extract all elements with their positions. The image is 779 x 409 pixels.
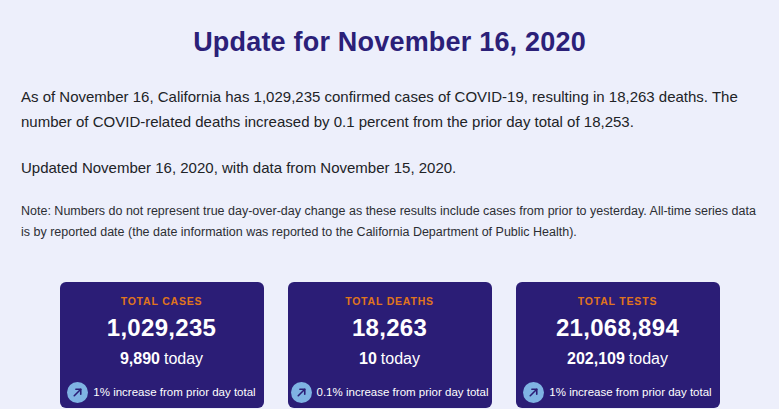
stat-card-trend: 0.1% increase from prior day total: [292, 382, 488, 403]
stat-card-trend: 1% increase from prior day total: [64, 382, 260, 403]
today-value: 202,109: [567, 350, 625, 367]
arrow-up-right-icon: [67, 382, 88, 403]
trend-text: 1% increase from prior day total: [93, 382, 255, 403]
today-value: 9,890: [120, 350, 160, 367]
arrow-up-right-icon: [291, 382, 312, 403]
stat-card-today: 10today: [292, 349, 488, 369]
stat-card-label: TOTAL TESTS: [520, 295, 716, 307]
summary-section: As of November 16, California has 1,029,…: [21, 84, 758, 243]
stat-cards-row: TOTAL CASES 1,029,235 9,890today 1% incr…: [0, 282, 779, 408]
stat-card-value: 1,029,235: [64, 314, 260, 342]
stat-card-value: 21,068,894: [520, 314, 716, 342]
stat-card-value: 18,263: [292, 314, 488, 342]
today-suffix: today: [381, 350, 420, 367]
summary-paragraph: As of November 16, California has 1,029,…: [21, 84, 758, 134]
today-suffix: today: [629, 350, 668, 367]
stat-card-label: TOTAL CASES: [64, 295, 260, 307]
stat-card-today: 9,890today: [64, 349, 260, 369]
stat-card-today: 202,109today: [520, 349, 716, 369]
stat-card-total-tests: TOTAL TESTS 21,068,894 202,109today 1% i…: [516, 282, 720, 408]
updated-paragraph: Updated November 16, 2020, with data fro…: [21, 155, 758, 180]
stat-card-total-cases: TOTAL CASES 1,029,235 9,890today 1% incr…: [60, 282, 264, 408]
today-suffix: today: [164, 350, 203, 367]
trend-text: 0.1% increase from prior day total: [317, 382, 489, 403]
stat-card-total-deaths: TOTAL DEATHS 18,263 10today 0.1% increas…: [288, 282, 492, 408]
note-text: Note: Numbers do not represent true day-…: [21, 201, 758, 243]
covid-update-page: Update for November 16, 2020 As of Novem…: [0, 27, 779, 409]
stat-card-label: TOTAL DEATHS: [292, 295, 488, 307]
stat-card-trend: 1% increase from prior day total: [520, 382, 716, 403]
arrow-up-right-icon: [523, 382, 544, 403]
today-value: 10: [359, 350, 377, 367]
trend-text: 1% increase from prior day total: [549, 382, 711, 403]
page-title: Update for November 16, 2020: [0, 27, 779, 58]
